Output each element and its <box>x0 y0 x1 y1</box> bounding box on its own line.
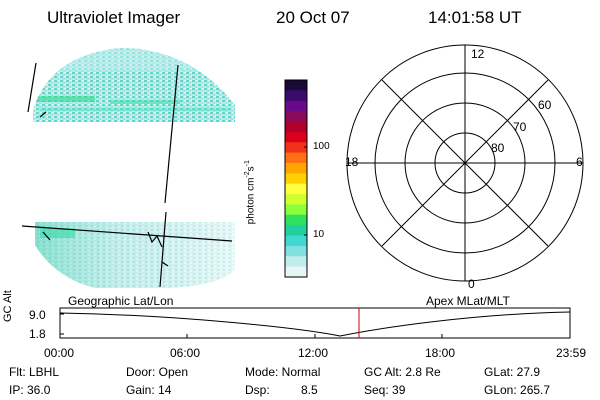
colorbar-cell <box>285 142 307 154</box>
glat-info: GLat: 27.9 <box>484 365 541 379</box>
colorbar-cell <box>285 100 307 112</box>
aurora-image-bottom <box>35 222 235 288</box>
colorbar-cell <box>285 80 307 91</box>
time-tick-1800: 18:00 <box>425 346 456 360</box>
gain-info: Gain: 14 <box>126 383 172 397</box>
ip-info: IP: 36.0 <box>9 383 51 397</box>
time-tick-1200: 12:00 <box>298 346 329 360</box>
colorbar-cell <box>285 194 307 206</box>
colorbar-cell <box>285 245 307 257</box>
colorbar-cell <box>285 183 307 195</box>
glon-info: GLon: 265.7 <box>484 383 551 397</box>
dsp-label: Dsp: <box>245 383 270 397</box>
time-tick-0600: 06:00 <box>170 346 201 360</box>
colorbar-cell <box>285 204 307 216</box>
time-tick-2359: 23:59 <box>556 346 587 360</box>
colorbar-cell <box>285 173 307 185</box>
colorbar-cell <box>285 225 307 237</box>
mlt-label-6: 6 <box>576 155 583 169</box>
colorbar-cell <box>285 214 307 226</box>
altitude-ylabel: GC Alt <box>2 290 14 322</box>
colorbar-cell <box>285 131 307 143</box>
seq-info: Seq: 39 <box>364 383 406 397</box>
instrument-title: Ultraviolet Imager <box>47 8 181 27</box>
mlt-label-0: 0 <box>468 277 475 291</box>
colorbar-tick-100: 100 <box>313 141 330 152</box>
altitude-plot-frame <box>59 307 571 339</box>
mlt-label-12: 12 <box>471 47 485 61</box>
colorbar-ticks <box>304 146 307 236</box>
colorbar-cell <box>285 111 307 123</box>
colorbar-cell <box>285 235 307 247</box>
map-lines <box>21 62 233 288</box>
colorbar-cell <box>285 256 307 268</box>
altitude-ytick-low: 1.8 <box>29 327 46 341</box>
colorbar-cell <box>285 90 307 102</box>
filter-info: Flt: LBHL <box>9 365 60 379</box>
colorbar-cell <box>285 266 307 278</box>
time-label: 14:01:58 UT <box>428 8 522 27</box>
time-tick-0000: 00:00 <box>44 346 75 360</box>
colorbar-cell <box>285 152 307 164</box>
apex-label: Apex MLat/MLT <box>426 294 510 308</box>
lat-label-80: 80 <box>491 141 505 155</box>
colorbar-gradient <box>285 80 307 278</box>
mlt-label-18: 18 <box>345 155 359 169</box>
altitude-ytick-high: 9.0 <box>29 308 46 322</box>
mlt-line-diagonal-2 <box>381 79 549 247</box>
lat-label-70: 70 <box>513 120 527 134</box>
door-info: Door: Open <box>126 365 189 379</box>
gcalt-info: GC Alt: 2.8 Re <box>364 365 441 379</box>
colorbar-frame <box>284 79 308 278</box>
mode-info: Mode: Normal <box>245 365 321 379</box>
date-label: 20 Oct 07 <box>276 8 350 27</box>
dsp-value: 8.5 <box>301 383 318 397</box>
altitude-curve <box>59 311 571 337</box>
colorbar-tick-10: 10 <box>313 229 325 240</box>
colorbar-cell <box>285 162 307 174</box>
altitude-ticks <box>60 313 443 338</box>
lat-label-60: 60 <box>538 98 552 112</box>
geographic-label: Geographic Lat/Lon <box>68 294 174 308</box>
colorbar-cell <box>285 121 307 133</box>
